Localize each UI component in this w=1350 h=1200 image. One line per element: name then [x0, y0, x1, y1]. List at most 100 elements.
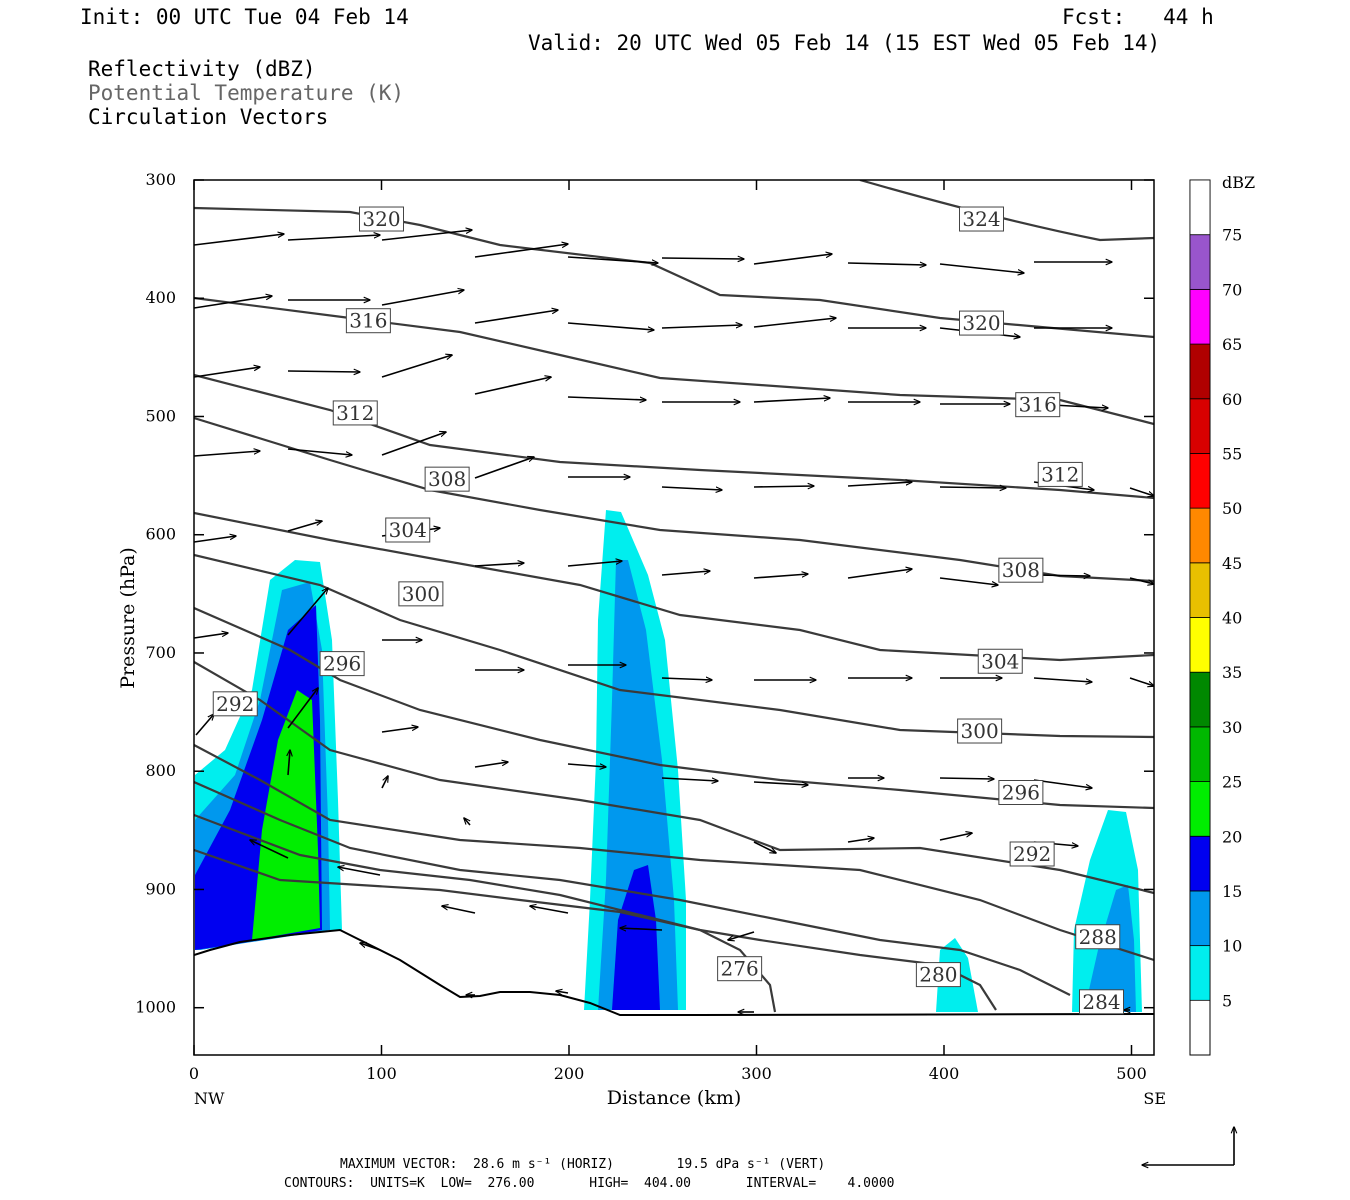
theta-label: 300 — [961, 719, 999, 743]
theta-label: 320 — [962, 311, 1000, 335]
vector-arrow — [381, 776, 388, 789]
vector-arrow — [360, 943, 381, 951]
field-reflectivity: Reflectivity (dBZ) — [88, 57, 316, 81]
x-axis-label: Distance (km) — [607, 1087, 742, 1109]
dbz20-region-west — [252, 690, 320, 940]
theta-label-box — [212, 691, 258, 717]
vector-arrow — [381, 432, 446, 456]
vector-arrow — [194, 633, 228, 639]
x-tick-label: 300 — [741, 1064, 772, 1083]
theta-contour-300 — [194, 553, 1154, 739]
vector-arrow — [474, 563, 524, 567]
vector-arrow — [753, 254, 832, 265]
theta-label: 292 — [216, 692, 254, 716]
circulation-vectors — [194, 230, 1154, 1012]
vector-arrow — [939, 487, 1006, 488]
vector-arrow — [567, 396, 646, 400]
vector-arrow — [530, 906, 569, 914]
colorbar-swatch — [1189, 617, 1211, 673]
colorbar-level-label: 45 — [1222, 554, 1242, 573]
vector-arrow — [753, 781, 808, 785]
theta-label-box — [385, 517, 431, 543]
vector-arrow — [381, 355, 452, 378]
theta-label-box — [959, 310, 1004, 336]
y-tick-label: 300 — [145, 170, 176, 189]
contour-info-note: CONTOURS: UNITS=K LOW= 276.00 HIGH= 404.… — [284, 1176, 895, 1191]
plot-frame — [193, 179, 1155, 1056]
terrain-surface-line — [194, 928, 1154, 1016]
theta-label-box — [1075, 924, 1121, 950]
vector-arrow — [567, 322, 654, 330]
vector-arrow — [287, 688, 318, 729]
vector-arrow — [287, 371, 360, 372]
y-tick-label: 1000 — [135, 998, 176, 1017]
vector-arrow — [474, 457, 534, 479]
vector-arrow — [567, 256, 658, 263]
theta-label: 276 — [721, 957, 759, 981]
x-tick-label: 500 — [1116, 1064, 1147, 1083]
vector-arrow — [381, 290, 464, 306]
theta-contour-296 — [194, 606, 1154, 810]
theta-label-box — [332, 400, 378, 426]
vector-arrow — [195, 714, 214, 736]
theta-label: 296 — [1002, 781, 1040, 805]
theta-contour-284 — [194, 780, 1071, 996]
vector-arrow — [661, 571, 710, 576]
vector-arrow — [661, 325, 742, 329]
x-tick-label: 0 — [189, 1064, 199, 1083]
vector-arrow — [753, 318, 836, 328]
theta-contour-292 — [194, 661, 1154, 895]
colorbar-swatch — [1189, 945, 1211, 1001]
vector-arrow — [847, 838, 874, 843]
vector-arrow — [1033, 677, 1092, 682]
vector-arrow — [939, 263, 1024, 273]
vector-arrow — [194, 234, 284, 246]
vector-arrow — [728, 931, 755, 940]
theta-label-box — [1079, 989, 1124, 1015]
vector-arrow — [753, 841, 776, 853]
theta-label-box — [998, 780, 1044, 805]
colorbar-swatch — [1189, 398, 1211, 454]
theta-contour-308 — [194, 416, 1154, 583]
init-time: Init: 00 UTC Tue 04 Feb 14 — [80, 5, 409, 29]
theta-label-box — [957, 718, 1003, 744]
y-tick-label: 800 — [145, 761, 176, 780]
vector-arrow — [194, 451, 260, 457]
colorbar-title: dBZ — [1222, 173, 1255, 192]
colorbar-level-label: 35 — [1222, 663, 1242, 682]
theta-label-box — [959, 206, 1004, 232]
theta-label: 320 — [362, 207, 400, 231]
theta-label-box — [319, 651, 365, 677]
reflectivity-fills — [195, 510, 1142, 1012]
theta-label-box — [1015, 392, 1061, 418]
colorbar-swatch — [1189, 179, 1211, 236]
vector-arrow — [474, 310, 558, 324]
colorbar-swatch — [1189, 507, 1211, 564]
theta-label: 304 — [981, 649, 1019, 673]
theta-contour-304 — [194, 511, 1154, 662]
colorbar-swatch — [1189, 671, 1211, 728]
vector-arrow — [287, 235, 380, 241]
vector-arrow — [753, 574, 808, 579]
theta-label: 308 — [1002, 558, 1040, 582]
axes-group: 0 100 200 300 400 500 300 400 500 600 700 800 900 100… — [135, 170, 1154, 1083]
theta-label-box — [977, 648, 1023, 674]
colorbar-level-label: 65 — [1222, 335, 1242, 354]
colorbar-swatch — [1189, 781, 1211, 837]
colorbar-level-label: 55 — [1222, 444, 1242, 463]
theta-label: 280 — [919, 963, 957, 987]
theta-label: 300 — [402, 582, 440, 606]
theta-label: 288 — [1079, 925, 1117, 949]
vector-arrow — [194, 367, 260, 378]
colorbar-swatch — [1189, 890, 1211, 947]
vector-arrow — [661, 258, 744, 259]
vector-arrow — [1129, 577, 1154, 584]
theta-label: 312 — [1041, 462, 1079, 486]
vector-arrow — [847, 263, 926, 265]
vector-arrow — [474, 377, 551, 395]
vector-arrow — [287, 588, 328, 636]
theta-label-box — [998, 557, 1044, 583]
vector-arrow — [464, 818, 471, 826]
colorbar-swatch — [1189, 562, 1211, 618]
